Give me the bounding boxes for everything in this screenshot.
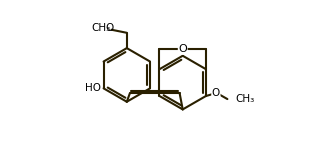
Text: CH₃: CH₃ (91, 23, 110, 33)
Text: HO: HO (84, 83, 100, 93)
Text: O: O (106, 23, 114, 33)
Text: O: O (178, 44, 187, 54)
Text: O: O (212, 88, 220, 98)
Text: CH₃: CH₃ (235, 94, 254, 104)
